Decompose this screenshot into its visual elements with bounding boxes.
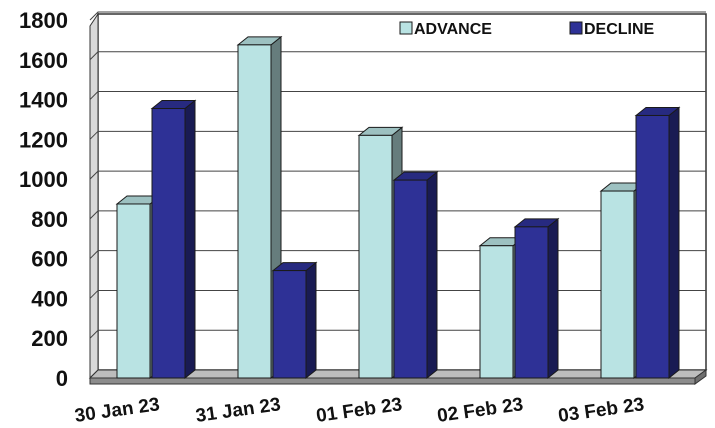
floor-front: [89, 377, 696, 385]
bar-decline-2: [392, 171, 439, 380]
gridline: [89, 11, 706, 21]
side-wall: [89, 12, 99, 380]
bar-decline-3: [513, 217, 560, 380]
y-tick-label: 800: [31, 207, 68, 232]
x-tick-label: 30 Jan 23: [73, 394, 161, 427]
y-tick-label: 0: [56, 366, 68, 391]
x-axis-ticks: 30 Jan 23 31 Jan 23 01 Feb 23 02 Feb 23 03 F…: [73, 394, 645, 427]
x-tick-label: 01 Feb 23: [315, 394, 404, 427]
gridline: [89, 91, 706, 100]
legend-swatch: [399, 21, 413, 35]
y-tick-label: 200: [31, 326, 68, 351]
y-tick-label: 400: [31, 286, 68, 311]
gridline: [89, 210, 706, 220]
y-tick-label: 1400: [19, 88, 68, 113]
bar-decline-4: [634, 106, 681, 380]
y-tick-label: 1000: [19, 167, 68, 192]
gridline: [89, 170, 706, 180]
y-tick-label: 1600: [19, 48, 68, 73]
legend-item-advance: ADVANCE: [399, 21, 492, 38]
bar-decline-0: [150, 99, 197, 380]
x-tick-label: 03 Feb 23: [557, 394, 646, 427]
y-tick-label: 600: [31, 247, 68, 272]
legend-item-decline: DECLINE: [569, 21, 655, 38]
gridline: [89, 130, 706, 140]
legend-label: DECLINE: [584, 21, 655, 38]
y-axis-ticks: 0 200 400 600 800 1000 1200 1400 1600 1800: [19, 8, 68, 391]
legend: ADVANCE DECLINE: [399, 21, 655, 38]
y-tick-label: 1200: [19, 127, 68, 152]
bar-decline-1: [271, 261, 318, 380]
legend-label: ADVANCE: [414, 21, 492, 38]
x-tick-label: 02 Feb 23: [436, 394, 525, 427]
x-tick-label: 31 Jan 23: [194, 394, 282, 427]
y-tick-label: 1800: [19, 8, 68, 33]
gridline: [89, 51, 706, 61]
bars: [115, 35, 681, 380]
legend-swatch: [569, 21, 583, 35]
floor-side: [694, 369, 707, 385]
